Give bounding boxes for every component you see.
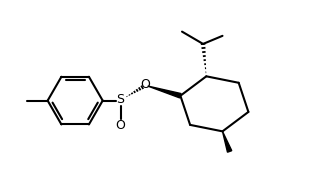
Text: S: S: [116, 93, 125, 106]
Polygon shape: [222, 131, 232, 152]
Text: O: O: [116, 119, 125, 132]
Text: O: O: [141, 78, 150, 91]
Polygon shape: [148, 86, 181, 98]
